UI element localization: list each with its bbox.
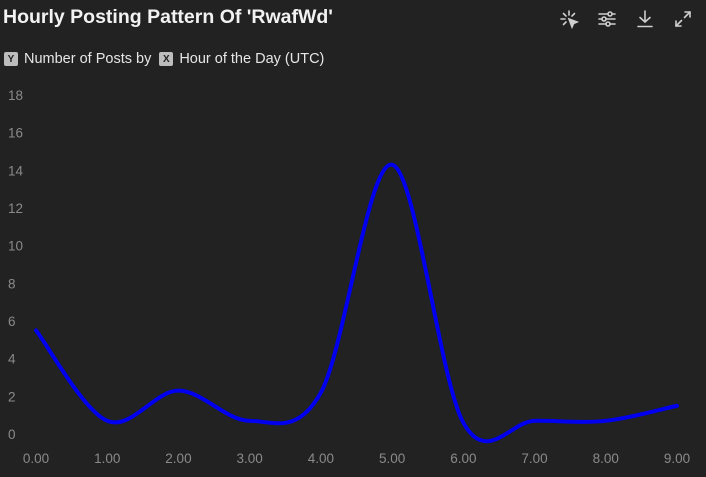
data-point[interactable]: [530, 416, 540, 426]
chart-title: Hourly Posting Pattern Of 'RwafWd': [3, 6, 333, 28]
data-point[interactable]: [316, 388, 326, 398]
y-tick-label: 18: [8, 88, 23, 103]
chart-toolbar: [556, 6, 696, 32]
y-tick-label: 4: [8, 352, 16, 367]
data-point[interactable]: [245, 416, 255, 426]
x-axis-label: Hour of the Day (UTC): [179, 51, 325, 67]
filter-settings-button[interactable]: [594, 6, 620, 32]
x-axis-ticks: 0.00 1.00 2.00 3.00 4.00 5.00 6.00 7.00 8.00 9.00: [23, 451, 690, 466]
y-tick-label: 2: [8, 389, 16, 404]
y-axis-ticks: 0 2 4 6 8 10 12 14 16 18: [8, 88, 24, 442]
series-layer: [31, 160, 682, 444]
sliders-icon: [598, 11, 616, 27]
x-axis-key-badge: X: [159, 52, 174, 66]
y-tick-label: 8: [8, 276, 16, 291]
y-axis-key-badge: Y: [4, 52, 18, 66]
download-icon: [637, 10, 653, 28]
x-tick-label: 9.00: [664, 451, 690, 466]
y-tick-label: 12: [8, 201, 23, 216]
y-tick-label: 16: [8, 126, 23, 141]
fullscreen-button[interactable]: [670, 6, 696, 32]
data-point[interactable]: [672, 401, 682, 411]
y-tick-label: 14: [8, 163, 24, 178]
x-tick-label: 3.00: [237, 451, 263, 466]
y-axis-label: Number of Posts by: [24, 51, 152, 67]
data-point[interactable]: [102, 416, 112, 426]
data-point[interactable]: [458, 418, 468, 428]
download-button[interactable]: [632, 6, 658, 32]
x-tick-label: 4.00: [308, 451, 334, 466]
x-tick-label: 6.00: [450, 451, 476, 466]
y-tick-label: 6: [8, 314, 16, 329]
chart-header: Hourly Posting Pattern Of 'RwafWd': [0, 0, 706, 40]
y-tick-label: 0: [8, 427, 16, 442]
data-point[interactable]: [31, 325, 41, 335]
axis-legend: Y Number of Posts by X Hour of the Day (…: [4, 49, 332, 69]
data-point[interactable]: [173, 386, 183, 396]
x-tick-label: 8.00: [593, 451, 619, 466]
x-tick-label: 5.00: [379, 451, 405, 466]
x-tick-label: 2.00: [165, 451, 191, 466]
expand-icon: [675, 11, 691, 27]
data-point[interactable]: [387, 160, 397, 170]
data-point[interactable]: [601, 416, 611, 426]
x-tick-label: 7.00: [521, 451, 547, 466]
y-tick-label: 10: [8, 239, 23, 254]
series-line[interactable]: [34, 162, 679, 444]
select-cursor-button[interactable]: [556, 6, 582, 32]
x-tick-label: 1.00: [94, 451, 120, 466]
select-cursor-icon: [560, 10, 579, 29]
x-tick-label: 0.00: [23, 451, 49, 466]
